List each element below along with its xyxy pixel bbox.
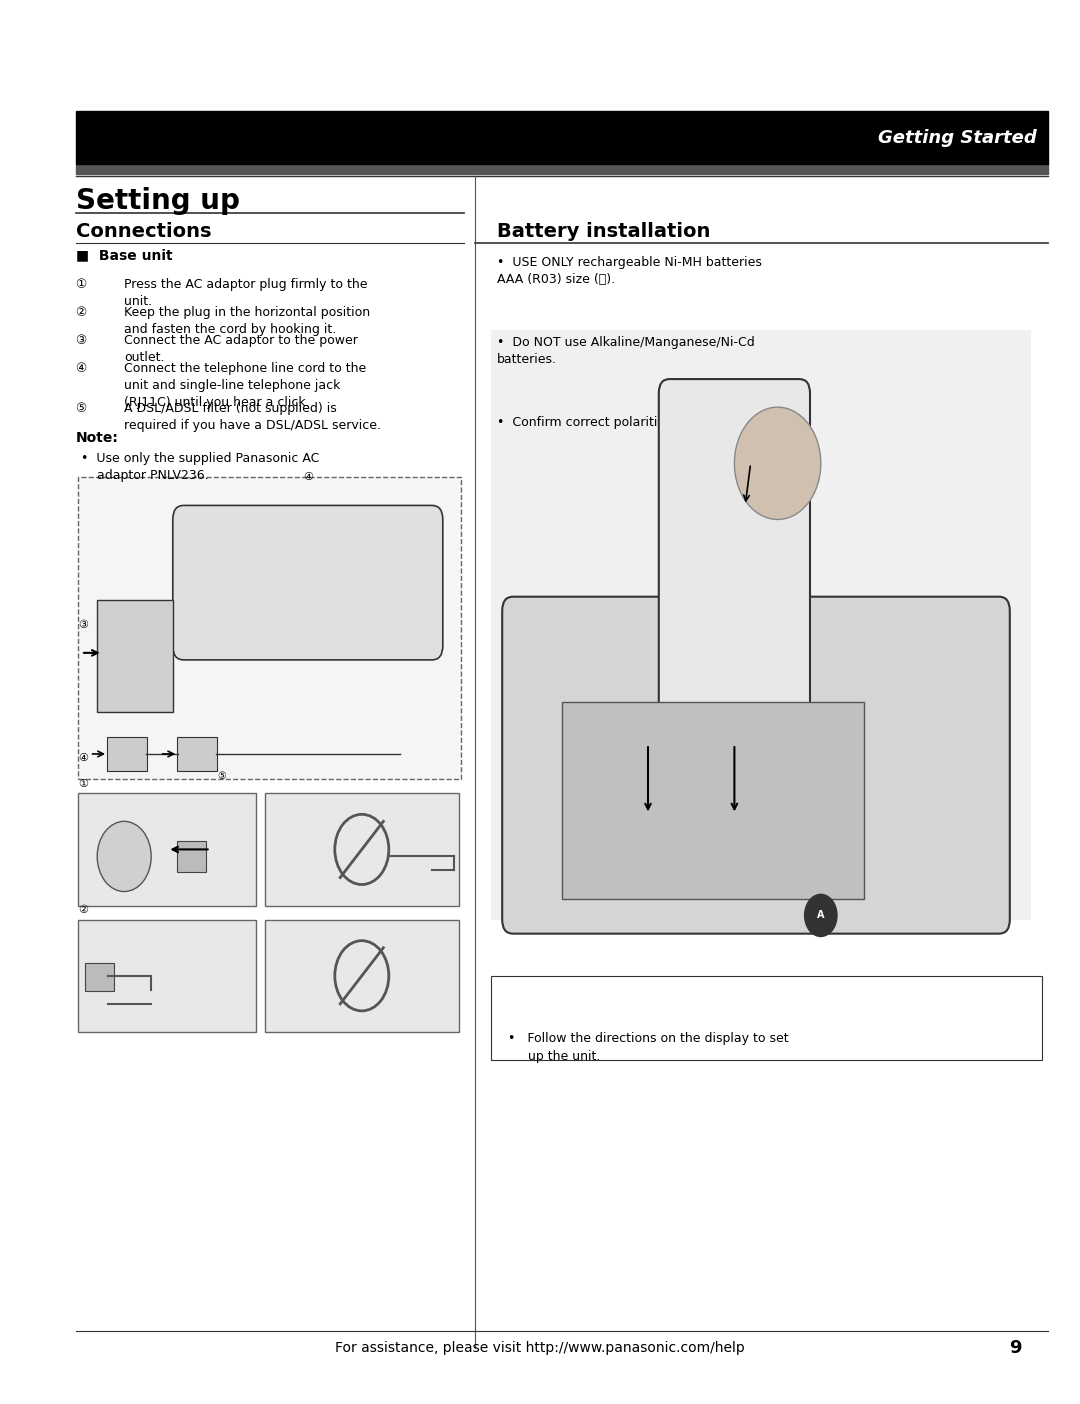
Text: For assistance, please visit http://www.panasonic.com/help: For assistance, please visit http://www.… xyxy=(335,1341,745,1355)
Text: •  Confirm correct polarities (⊕, ⊖).: • Confirm correct polarities (⊕, ⊖). xyxy=(497,416,718,428)
FancyBboxPatch shape xyxy=(659,379,810,744)
Text: Getting Started: Getting Started xyxy=(878,129,1037,146)
Text: •   Follow the directions on the display to set
     up the unit.: • Follow the directions on the display t… xyxy=(508,1032,788,1063)
FancyBboxPatch shape xyxy=(502,597,1010,934)
Text: Connections: Connections xyxy=(76,222,211,241)
FancyBboxPatch shape xyxy=(107,737,147,771)
Text: Connect the telephone line cord to the
unit and single-line telephone jack
(RJ11: Connect the telephone line cord to the u… xyxy=(124,362,366,409)
Circle shape xyxy=(734,407,821,519)
Text: ④: ④ xyxy=(76,362,86,375)
Bar xyxy=(76,164,1048,174)
Text: ①: ① xyxy=(76,278,86,291)
FancyBboxPatch shape xyxy=(177,841,206,872)
Text: Setting up: Setting up xyxy=(76,187,240,215)
Circle shape xyxy=(805,894,837,936)
FancyBboxPatch shape xyxy=(265,920,459,1032)
Text: Note:: Note: xyxy=(76,431,119,445)
Text: ②: ② xyxy=(78,906,87,915)
FancyBboxPatch shape xyxy=(78,920,256,1032)
Text: ⑤: ⑤ xyxy=(76,402,86,414)
FancyBboxPatch shape xyxy=(491,976,1042,1060)
FancyBboxPatch shape xyxy=(173,505,443,660)
Text: ⑤: ⑤ xyxy=(217,771,226,782)
Text: A: A xyxy=(818,910,824,921)
Bar xyxy=(76,111,1048,164)
Circle shape xyxy=(97,821,151,892)
Text: ■  Base unit: ■ Base unit xyxy=(76,249,172,263)
Text: Connect the AC adaptor to the power
outlet.: Connect the AC adaptor to the power outl… xyxy=(124,334,359,364)
Text: Keep the plug in the horizontal position
and fasten the cord by hooking it.: Keep the plug in the horizontal position… xyxy=(124,306,370,336)
FancyBboxPatch shape xyxy=(562,702,864,899)
Text: 9: 9 xyxy=(1009,1339,1022,1356)
Text: ④: ④ xyxy=(302,472,313,483)
Text: •  Use only the supplied Panasonic AC
    adaptor PNLV236.: • Use only the supplied Panasonic AC ada… xyxy=(81,452,320,482)
Text: Battery installation: Battery installation xyxy=(497,222,711,241)
Text: •  Do NOT use Alkaline/Manganese/Ni-Cd
batteries.: • Do NOT use Alkaline/Manganese/Ni-Cd ba… xyxy=(497,336,755,365)
Text: ④: ④ xyxy=(78,753,87,764)
Text: ③: ③ xyxy=(76,334,86,347)
FancyBboxPatch shape xyxy=(491,330,1031,920)
FancyBboxPatch shape xyxy=(78,477,461,779)
Text: ③: ③ xyxy=(78,619,87,630)
FancyBboxPatch shape xyxy=(265,793,459,906)
FancyBboxPatch shape xyxy=(78,793,256,906)
Text: ①: ① xyxy=(78,779,87,789)
Text: A DSL/ADSL filter (not supplied) is
required if you have a DSL/ADSL service.: A DSL/ADSL filter (not supplied) is requ… xyxy=(124,402,381,431)
FancyBboxPatch shape xyxy=(177,737,217,771)
Text: •  USE ONLY rechargeable Ni-MH batteries
AAA (R03) size (Ⓐ).: • USE ONLY rechargeable Ni-MH batteries … xyxy=(497,256,761,285)
FancyBboxPatch shape xyxy=(85,963,114,991)
Text: ②: ② xyxy=(76,306,86,319)
FancyBboxPatch shape xyxy=(97,600,173,712)
Text: Press the AC adaptor plug firmly to the
unit.: Press the AC adaptor plug firmly to the … xyxy=(124,278,367,307)
